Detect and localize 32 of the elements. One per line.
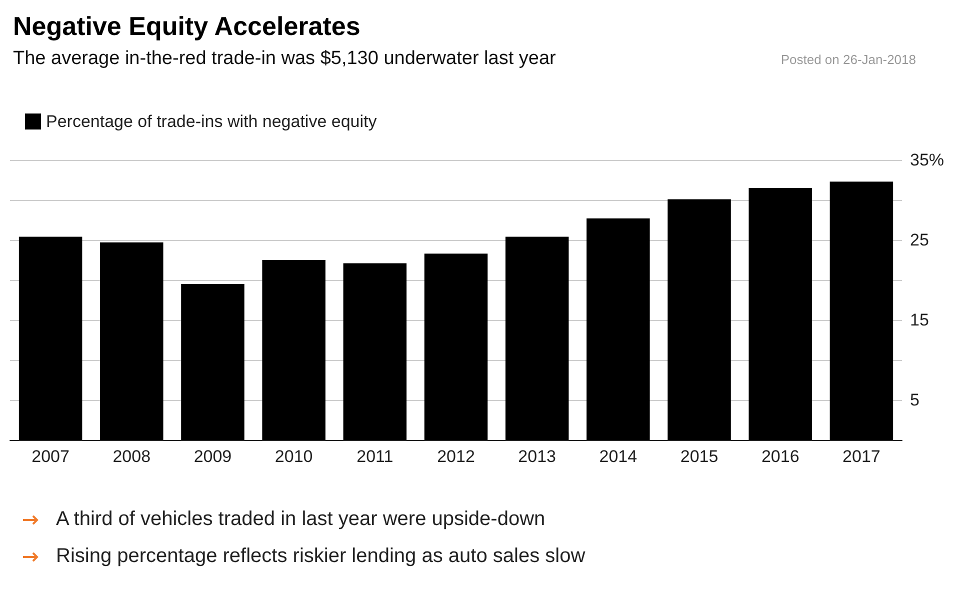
x-tick-label: 2011	[356, 447, 394, 466]
bar	[748, 188, 812, 440]
x-tick-label: 2007	[32, 447, 70, 466]
y-tick-label: 35%	[910, 150, 944, 170]
text: 15	[910, 310, 929, 330]
bar	[262, 260, 326, 440]
bar	[668, 199, 731, 440]
x-tick-label: 2013	[518, 447, 556, 466]
text: Posted on 26-Jan-2018	[780, 52, 916, 67]
bar	[505, 236, 569, 440]
bar	[343, 263, 407, 440]
x-tick-label: 2012	[437, 447, 475, 466]
x-tick-label: 2015	[680, 447, 718, 466]
text: Rising percentage reflects riskier lending as auto sales slow	[56, 545, 586, 568]
bar	[100, 242, 164, 440]
x-tick-label: 2016	[761, 447, 800, 466]
legend-label: Percentage of trade-ins with negative equity	[46, 112, 378, 131]
x-tick-label: 2014	[599, 447, 638, 466]
text: 25	[910, 230, 929, 250]
bar	[830, 182, 894, 440]
chart-title: Negative Equity Accelerates	[13, 11, 360, 41]
chart-subtitle: The average in-the-red trade-in was $5,130 underwater last year	[13, 48, 557, 69]
x-tick-label: 2017	[842, 447, 880, 466]
bar	[586, 218, 650, 440]
text: A third of vehicles traded in last year were upside-down	[56, 508, 546, 531]
bar	[181, 284, 244, 440]
x-tick-label: 2008	[112, 447, 151, 466]
text: 5	[910, 390, 920, 410]
x-tick-label: 2010	[274, 447, 313, 466]
bar	[424, 254, 488, 440]
bar	[18, 236, 82, 440]
x-tick-label: 2009	[194, 447, 232, 466]
